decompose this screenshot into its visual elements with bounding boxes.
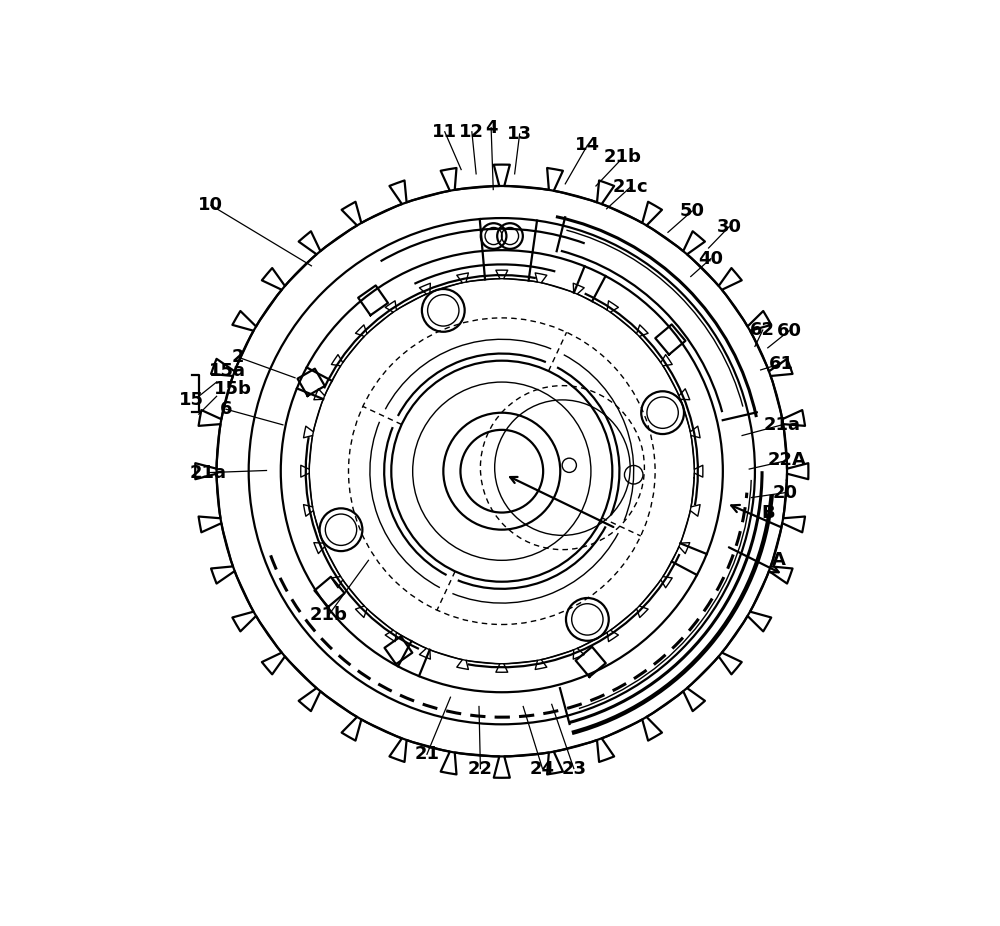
Text: 30: 30: [717, 218, 742, 235]
Text: 21a: 21a: [764, 416, 801, 434]
Text: 22: 22: [468, 759, 493, 778]
Text: 22A: 22A: [768, 452, 806, 469]
Text: 20: 20: [773, 483, 798, 502]
Text: 21b: 21b: [604, 148, 642, 167]
Text: 21c: 21c: [612, 179, 648, 196]
Text: 24: 24: [530, 759, 555, 778]
Text: 61: 61: [769, 355, 794, 372]
Text: 21a: 21a: [190, 464, 227, 482]
Text: 11: 11: [432, 123, 457, 141]
Text: 21: 21: [414, 745, 439, 763]
Text: 60: 60: [777, 321, 802, 340]
Text: 6: 6: [220, 400, 232, 419]
Text: 15a: 15a: [209, 362, 246, 381]
Text: 15: 15: [179, 391, 204, 409]
Text: 10: 10: [198, 196, 223, 214]
Text: 14: 14: [575, 136, 600, 155]
Text: 50: 50: [680, 202, 705, 220]
Text: 4: 4: [485, 119, 497, 136]
Text: 2: 2: [232, 348, 244, 366]
Text: 62: 62: [750, 321, 775, 339]
Text: B: B: [761, 504, 775, 521]
Text: 23: 23: [561, 759, 586, 778]
Text: 21b: 21b: [310, 607, 347, 624]
Text: 40: 40: [698, 250, 723, 268]
Text: 12: 12: [459, 123, 484, 141]
Text: 15b: 15b: [214, 381, 252, 398]
Text: A: A: [772, 551, 785, 569]
Text: 13: 13: [507, 125, 532, 143]
